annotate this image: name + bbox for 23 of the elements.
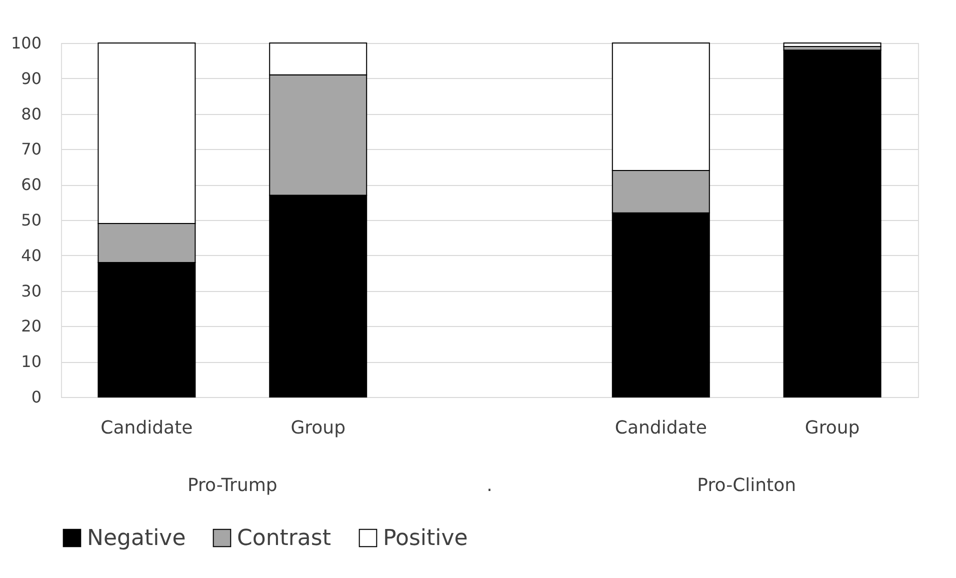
y-tick-label: 80 bbox=[21, 104, 42, 124]
y-tick-label: 70 bbox=[21, 140, 42, 159]
y-tick-label: 100 bbox=[10, 34, 42, 52]
x-tick-label: Group bbox=[804, 418, 860, 438]
y-tick-label: 0 bbox=[31, 388, 42, 406]
y-tick-label: 60 bbox=[21, 175, 42, 194]
text: Pro-Clinton bbox=[697, 475, 796, 496]
legend-label: Contrast bbox=[237, 526, 332, 551]
y-tick-label: 40 bbox=[21, 246, 42, 265]
y-tick-label: 20 bbox=[21, 316, 42, 336]
y-tick-label: 50 bbox=[21, 210, 42, 230]
x-tick-label: Group bbox=[290, 418, 346, 438]
bar bbox=[783, 50, 882, 398]
y-tick-label: 30 bbox=[21, 281, 42, 300]
text: . bbox=[486, 475, 492, 496]
y-tick-label: 10 bbox=[21, 352, 42, 372]
x-tick-label: Candidate bbox=[100, 418, 193, 438]
legend-label: Positive bbox=[383, 526, 468, 551]
legend-label: Negative bbox=[87, 526, 186, 551]
y-tick-label: 90 bbox=[21, 68, 42, 88]
x-tick-label: Candidate bbox=[614, 418, 707, 438]
text: Pro-Trump bbox=[187, 475, 278, 496]
bar bbox=[783, 42, 882, 48]
